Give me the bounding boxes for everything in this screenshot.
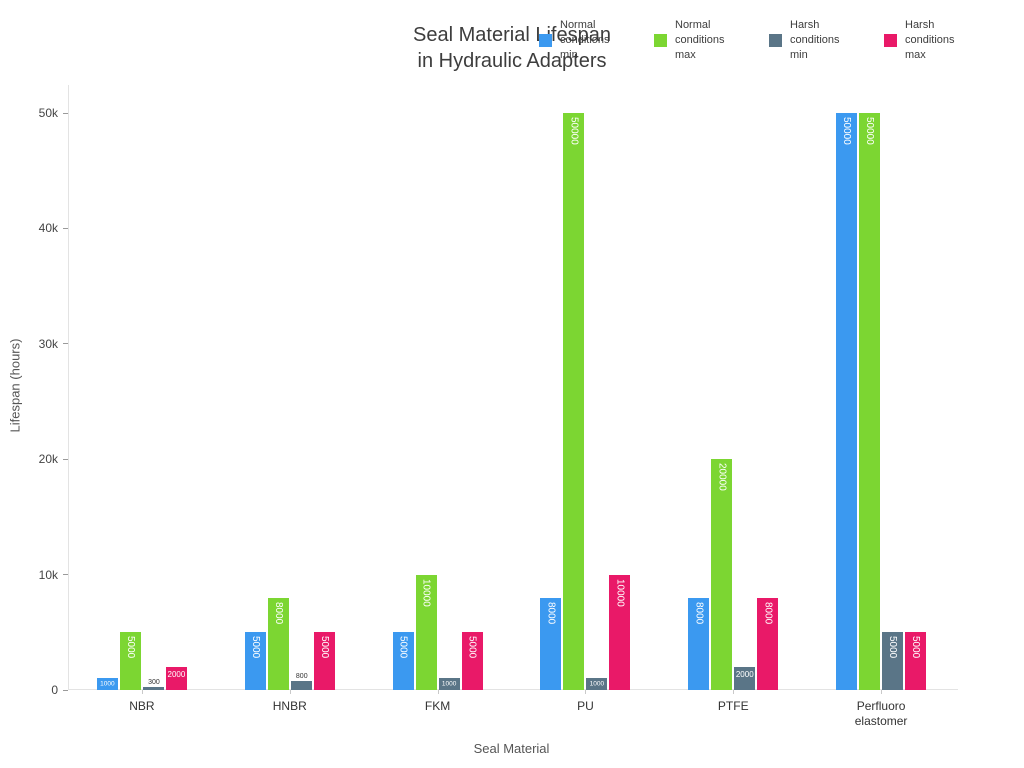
bar-normal-conditions-min-nbr[interactable]: 1000 — [96, 678, 118, 690]
bar-normal-conditions-max-perfluoro-elastomer[interactable]: 50000 — [859, 113, 881, 690]
bar-value-label: 1000 — [589, 680, 605, 688]
bar-value-label: 10000 — [614, 578, 626, 607]
bar-value-label: 50000 — [568, 117, 580, 145]
y-tick-mark — [63, 458, 68, 460]
bar-value-label: 8000 — [693, 601, 705, 624]
bar-value-label: 8000 — [545, 601, 557, 624]
legend-item-harsh-conditions-max[interactable]: Harsh conditions max — [884, 18, 969, 63]
x-axis-title: Seal Material — [473, 741, 550, 756]
bar-value-label: 5000 — [124, 636, 136, 659]
bar-value-label: 300 — [148, 678, 160, 686]
legend-label: Harsh conditions max — [905, 19, 955, 61]
x-tick-mark — [437, 690, 439, 694]
bar-harsh-conditions-max-nbr[interactable]: 2000 — [165, 666, 187, 690]
y-axis-line — [68, 85, 69, 690]
bar-value-label: 10000 — [420, 578, 432, 607]
bar-value-label: 5000 — [318, 636, 330, 659]
bar-harsh-conditions-max-perfluoro-elastomer[interactable]: 5000 — [905, 632, 927, 690]
legend-swatch-icon — [884, 33, 897, 47]
legend-item-harsh-conditions-min[interactable]: Harsh conditions min — [769, 18, 854, 63]
y-tick-label: 40k — [38, 221, 58, 236]
bar-value-label: 50000 — [864, 117, 876, 145]
x-tick-label-nbr: NBR — [129, 699, 155, 713]
bar-value-label: 8000 — [762, 601, 774, 624]
y-axis-title: Lifespan (hours) — [7, 338, 23, 433]
bar-harsh-conditions-min-hnbr[interactable]: 800 — [290, 673, 312, 690]
x-tick-label-pu: PU — [577, 699, 594, 713]
x-tick-mark — [881, 690, 883, 694]
y-tick-mark — [63, 574, 68, 576]
bar-value-label: 5000 — [910, 636, 922, 659]
bar-value-label: 50000 — [841, 117, 853, 145]
x-tick-mark — [289, 690, 291, 694]
bar-value-label: 1000 — [441, 680, 457, 688]
bar-harsh-conditions-min-ptfe[interactable]: 2000 — [734, 666, 756, 690]
y-tick-mark — [63, 343, 68, 345]
y-tick-label: 10k — [38, 567, 58, 582]
bar-normal-conditions-min-perfluoro-elastomer[interactable]: 50000 — [836, 113, 858, 690]
y-tick-label: 0 — [51, 683, 58, 697]
bar-normal-conditions-max-nbr[interactable]: 5000 — [119, 632, 141, 690]
bar-harsh-conditions-max-hnbr[interactable]: 5000 — [313, 632, 335, 690]
legend-label: Normal conditions min — [560, 19, 610, 61]
bar-value-label: 20000 — [716, 463, 728, 492]
x-tick-label-ptfe: PTFE — [717, 699, 749, 713]
legend-swatch-icon — [769, 33, 782, 47]
bar-normal-conditions-max-fkm[interactable]: 10000 — [415, 574, 437, 690]
bar-normal-conditions-min-hnbr[interactable]: 5000 — [244, 632, 266, 690]
y-tick-label: 20k — [38, 452, 58, 467]
x-axis-line — [68, 689, 958, 690]
bar-normal-conditions-min-ptfe[interactable]: 8000 — [688, 597, 710, 690]
bar-normal-conditions-min-fkm[interactable]: 5000 — [392, 632, 414, 690]
y-tick-mark — [63, 112, 68, 114]
x-tick-label-fkm: FKM — [424, 699, 451, 713]
bar-harsh-conditions-min-nbr[interactable]: 300 — [142, 679, 164, 690]
legend-label: Normal conditions max — [675, 19, 725, 61]
x-tick-label-hnbr: HNBR — [272, 699, 307, 713]
bar-value-label: 8000 — [272, 601, 284, 624]
legend-swatch-icon — [539, 33, 552, 47]
x-tick-mark — [585, 690, 587, 694]
legend-item-normal-conditions-max[interactable]: Normal conditions max — [654, 18, 739, 63]
bar-harsh-conditions-max-fkm[interactable]: 5000 — [461, 632, 483, 690]
bar-harsh-conditions-max-pu[interactable]: 10000 — [609, 574, 631, 690]
plot-area: 0 10k 20k 30k 40k 50k NBR HNBR FKM PU PTFE Perfluor… — [39, 85, 958, 728]
y-tick-label: 30k — [38, 336, 58, 351]
legend-swatch-icon — [654, 33, 667, 47]
bar-normal-conditions-max-pu[interactable]: 50000 — [563, 113, 585, 690]
bar-harsh-conditions-min-fkm[interactable]: 1000 — [438, 678, 460, 690]
bar-normal-conditions-min-pu[interactable]: 8000 — [540, 597, 562, 690]
bar-value-label: 2000 — [167, 669, 186, 679]
bar-value-label: 5000 — [466, 636, 478, 659]
legend-label: Harsh conditions min — [790, 19, 840, 61]
bar-value-label: 5000 — [887, 636, 899, 659]
chart-title: Seal Material Lifespan in Hydraulic Adap… — [413, 24, 611, 72]
bar-value-label: 2000 — [735, 669, 754, 679]
y-tick-mark — [63, 227, 68, 229]
legend-item-normal-conditions-min[interactable]: Normal conditions min — [539, 18, 624, 63]
bar-value-label: 5000 — [249, 636, 261, 659]
x-tick-mark — [733, 690, 735, 694]
bar-value-label: 1000 — [100, 680, 115, 688]
bar-normal-conditions-max-ptfe[interactable]: 20000 — [711, 459, 733, 690]
bar-harsh-conditions-max-ptfe[interactable]: 8000 — [757, 597, 779, 690]
bar-normal-conditions-max-hnbr[interactable]: 8000 — [267, 597, 289, 690]
bar-value-label: 800 — [295, 672, 308, 680]
y-tick-label: 50k — [38, 106, 58, 120]
legend: Normal conditions min Normal conditions m… — [539, 18, 969, 63]
y-tick-mark — [63, 689, 68, 691]
bar-value-label: 5000 — [397, 636, 409, 659]
bar-harsh-conditions-min-pu[interactable]: 1000 — [586, 678, 608, 690]
x-tick-label-perfluoro-elastomer: Perfluoro elastomer — [854, 699, 908, 728]
bar-harsh-conditions-min-perfluoro-elastomer[interactable]: 5000 — [882, 632, 904, 690]
x-tick-mark — [141, 690, 143, 694]
